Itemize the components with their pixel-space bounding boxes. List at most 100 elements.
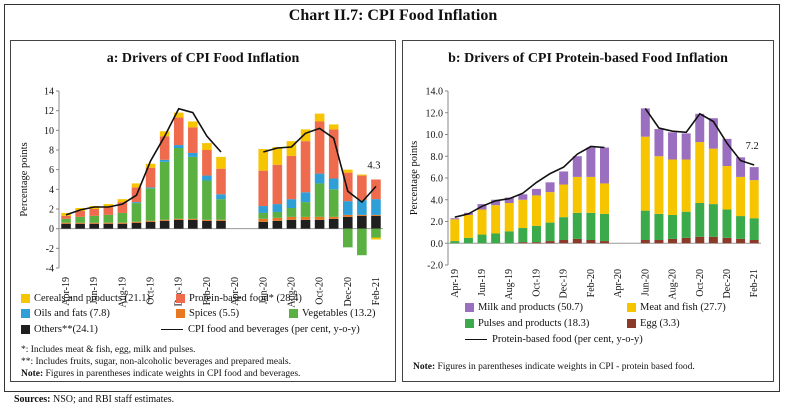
y-tick-label: 4: [49, 185, 54, 196]
bar-segment: [75, 216, 85, 223]
bar-segment: [89, 209, 100, 216]
panel-a-title: a: Drivers of CPI Food Inflation: [106, 51, 300, 66]
bar-segment: [300, 216, 311, 220]
bar-segment: [300, 202, 311, 217]
panel-b-legend: Milk and products (50.7) Meat and fish (…: [465, 302, 765, 350]
chart-title: Chart II.7: CPI Food Inflation: [288, 7, 498, 24]
x-tick-label: Oct-20: [695, 269, 706, 297]
bar-segment: [586, 212, 596, 240]
x-tick-label: Apr-20: [613, 269, 624, 298]
y-tick-label: 12.0: [426, 108, 444, 119]
panel-b: b: Drivers of CPI Protein-based Food Inf…: [402, 40, 774, 382]
bar-segment: [286, 141, 297, 156]
bar-segment: [668, 132, 678, 160]
bar-segment: [477, 209, 487, 235]
bar-segment: [695, 203, 705, 237]
bar-segment: [328, 218, 339, 229]
bar-segment: [75, 210, 85, 217]
panel-a: a: Drivers of CPI Food Inflation -4 -2 0 2 4…: [10, 40, 396, 382]
bar-segment: [328, 189, 339, 217]
x-tick-label: Feb-20: [202, 277, 213, 305]
bar-segment: [216, 219, 226, 221]
bar-segment: [491, 205, 501, 234]
bar-segment: [188, 152, 198, 157]
y-axis-title: Percentage points: [19, 142, 30, 216]
bar-segment: [357, 174, 367, 176]
bar-segment: [559, 217, 569, 240]
bar-segment: [145, 220, 156, 222]
bar-segment: [450, 219, 460, 242]
line-series: [65, 107, 222, 216]
bar-segment: [695, 113, 705, 143]
bar-segment: [736, 216, 746, 239]
bar-segment: [61, 222, 71, 224]
bar-segment: [286, 199, 297, 209]
bar-segment: [314, 121, 325, 174]
legend-item-cereals: Cereals and products (21.1): [21, 293, 150, 304]
x-tick-label: Apr-19: [450, 269, 461, 298]
bar-segment: [258, 218, 269, 222]
bar-segment: [491, 233, 501, 244]
bar-segment: [654, 129, 664, 157]
x-tick-label: Aug-19: [117, 277, 128, 308]
bar-segment: [272, 211, 283, 218]
bar-segment: [722, 166, 732, 210]
bar-segment: [722, 209, 732, 238]
legend-label: Cereals and products (21.1): [34, 293, 151, 304]
bar-segment: [518, 242, 528, 244]
bar-segment: [371, 214, 381, 216]
bar-segment: [188, 218, 198, 220]
bar-segment: [117, 222, 128, 224]
bar-segment: [559, 184, 569, 218]
bar-segment: [188, 127, 198, 153]
bar-segment: [202, 150, 212, 176]
legend-label: Vegetables (13.2): [302, 308, 376, 319]
y-tick-label: 2: [49, 205, 54, 216]
y-tick-label: -2.0: [427, 261, 443, 272]
panel-a-notes: *: Includes meat & fish, egg, milk and p…: [21, 344, 391, 380]
x-tick-label: Oct-20: [315, 277, 326, 305]
bar-segment: [681, 211, 691, 238]
bar-segment: [89, 222, 100, 224]
bar-segment: [668, 238, 678, 244]
data-label: 7.2: [746, 141, 759, 152]
bar-segment: [272, 220, 283, 229]
bar-segment: [145, 188, 156, 221]
x-tick-label: Apr-19: [61, 277, 72, 306]
legend-swatch: [21, 294, 30, 303]
bar-segment: [117, 223, 128, 229]
bar-segment: [491, 199, 501, 206]
x-tick-label: Aug-19: [504, 269, 515, 300]
panel-a-legend: Cereals and products (21.1) Protein-base…: [21, 293, 391, 341]
bar-segment: [314, 173, 325, 184]
x-tick-label: Dec-19: [559, 269, 570, 298]
bar-segment: [202, 220, 212, 229]
bar-segment: [272, 147, 283, 165]
bar-segment: [600, 241, 609, 244]
bar-segment: [545, 222, 555, 242]
bar-segment: [202, 175, 212, 181]
bar-segment: [668, 214, 678, 239]
bar-segment: [286, 155, 297, 200]
bar-segment: [357, 214, 367, 216]
bar-segment: [202, 143, 212, 150]
bar-segment: [640, 108, 650, 137]
bar-segment: [300, 219, 311, 229]
bar-segment: [600, 147, 609, 184]
x-tick-label: Dec-20: [722, 269, 733, 298]
y-tick-label: 2.0: [431, 217, 444, 228]
bar-segment: [559, 239, 569, 244]
bar-segment: [450, 241, 460, 244]
bar-segment: [216, 168, 226, 195]
bar-segment: [159, 219, 170, 221]
bar-segment: [145, 167, 156, 188]
bar-segment: [749, 167, 759, 181]
legend-line-swatch: [465, 339, 487, 340]
bar-segment: [286, 219, 297, 229]
bar-segment: [749, 239, 759, 244]
bar-segment: [504, 197, 514, 204]
bar-segment: [600, 213, 609, 242]
bar-segment: [173, 112, 184, 118]
legend-label: Protein-based food (per cent, y-o-y): [492, 334, 643, 345]
bar-segment: [357, 200, 367, 215]
